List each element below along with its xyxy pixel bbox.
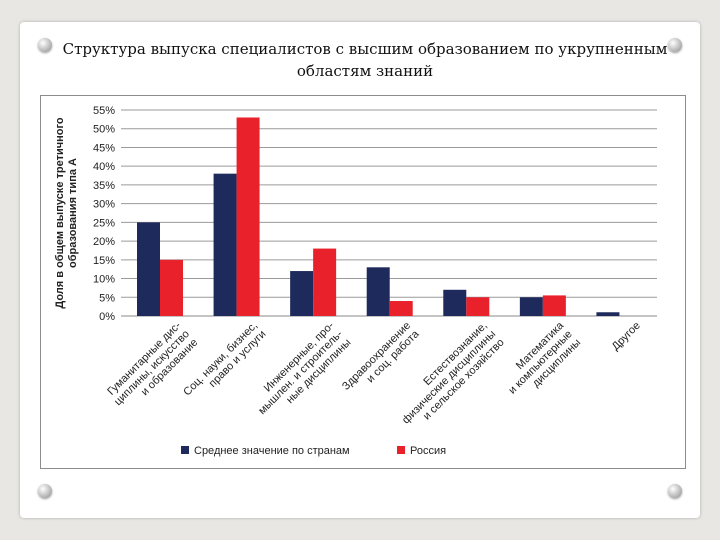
slide-title-line2: областям знаний xyxy=(296,62,434,80)
category-label-line: Соц. науки, бизнес, xyxy=(181,320,260,399)
y-tick-label: 45% xyxy=(93,142,115,154)
y-tick-label: 10% xyxy=(93,274,115,286)
category-label: Математикаи компьютерныедисциплины xyxy=(498,319,584,405)
y-tick-label: 35% xyxy=(93,180,115,192)
bar-average xyxy=(213,173,237,316)
bar-chart: 0% 5% 10% 15% 20% 25% 30% 35% 40% 45% 50% 55% Доля в… xyxy=(54,105,657,457)
category-label: Гуманитарные дис-циплины, искусствои обр… xyxy=(104,319,201,416)
y-tick-label: 20% xyxy=(93,236,115,248)
y-axis-title: образования типа А xyxy=(67,158,79,268)
y-tick-label: 0% xyxy=(99,311,115,323)
pin-bottom-right-icon xyxy=(668,484,682,498)
category-label-line: Здравоохранение xyxy=(340,320,413,393)
bar-average xyxy=(137,222,160,316)
pin-bottom-left-icon xyxy=(38,484,52,498)
legend-swatch xyxy=(181,446,189,454)
y-tick-label: 5% xyxy=(99,292,115,304)
y-tick-label: 15% xyxy=(93,255,115,267)
bar-russia xyxy=(389,301,413,316)
bar-average xyxy=(596,312,620,316)
y-tick-label: 25% xyxy=(93,217,115,229)
category-label: Соц. науки, бизнес,право и услуги xyxy=(181,320,268,407)
y-tick-label: 55% xyxy=(93,105,115,117)
legend-label: Среднее значение по странам xyxy=(194,445,350,457)
y-tick-label: 40% xyxy=(93,161,115,173)
slide-title-line1: Структура выпуска специалистов с высшим … xyxy=(62,40,668,58)
pin-top-right-icon xyxy=(668,38,682,52)
category-label-line: мышлен. и строитель- xyxy=(256,328,345,417)
bar-russia xyxy=(542,295,566,316)
chart-frame: 0% 5% 10% 15% 20% 25% 30% 35% 40% 45% 50% 55% Доля в… xyxy=(40,95,686,469)
bar-russia xyxy=(160,259,183,316)
bar-russia xyxy=(236,117,260,316)
category-label-line: Другое xyxy=(610,320,643,353)
bar-russia xyxy=(313,248,337,316)
bar-average xyxy=(290,271,314,316)
category-label-line: циплины, искусство xyxy=(112,328,192,408)
legend-label: Россия xyxy=(410,445,446,457)
category-label: Здравоохранениеи соц. работа xyxy=(340,319,422,401)
legend-swatch xyxy=(397,446,405,454)
y-tick-label: 30% xyxy=(93,199,115,211)
slide-title: Структура выпуска специалистов с высшим … xyxy=(55,38,675,82)
bar-average xyxy=(366,267,390,316)
bar-russia xyxy=(466,297,490,316)
pin-top-left-icon xyxy=(38,38,52,52)
category-label: Другое xyxy=(610,320,643,353)
bar-average xyxy=(443,289,467,316)
y-tick-label: 50% xyxy=(93,124,115,136)
y-axis-title: Доля в общем выпуске третичного xyxy=(54,117,66,309)
bar-average xyxy=(519,297,543,316)
